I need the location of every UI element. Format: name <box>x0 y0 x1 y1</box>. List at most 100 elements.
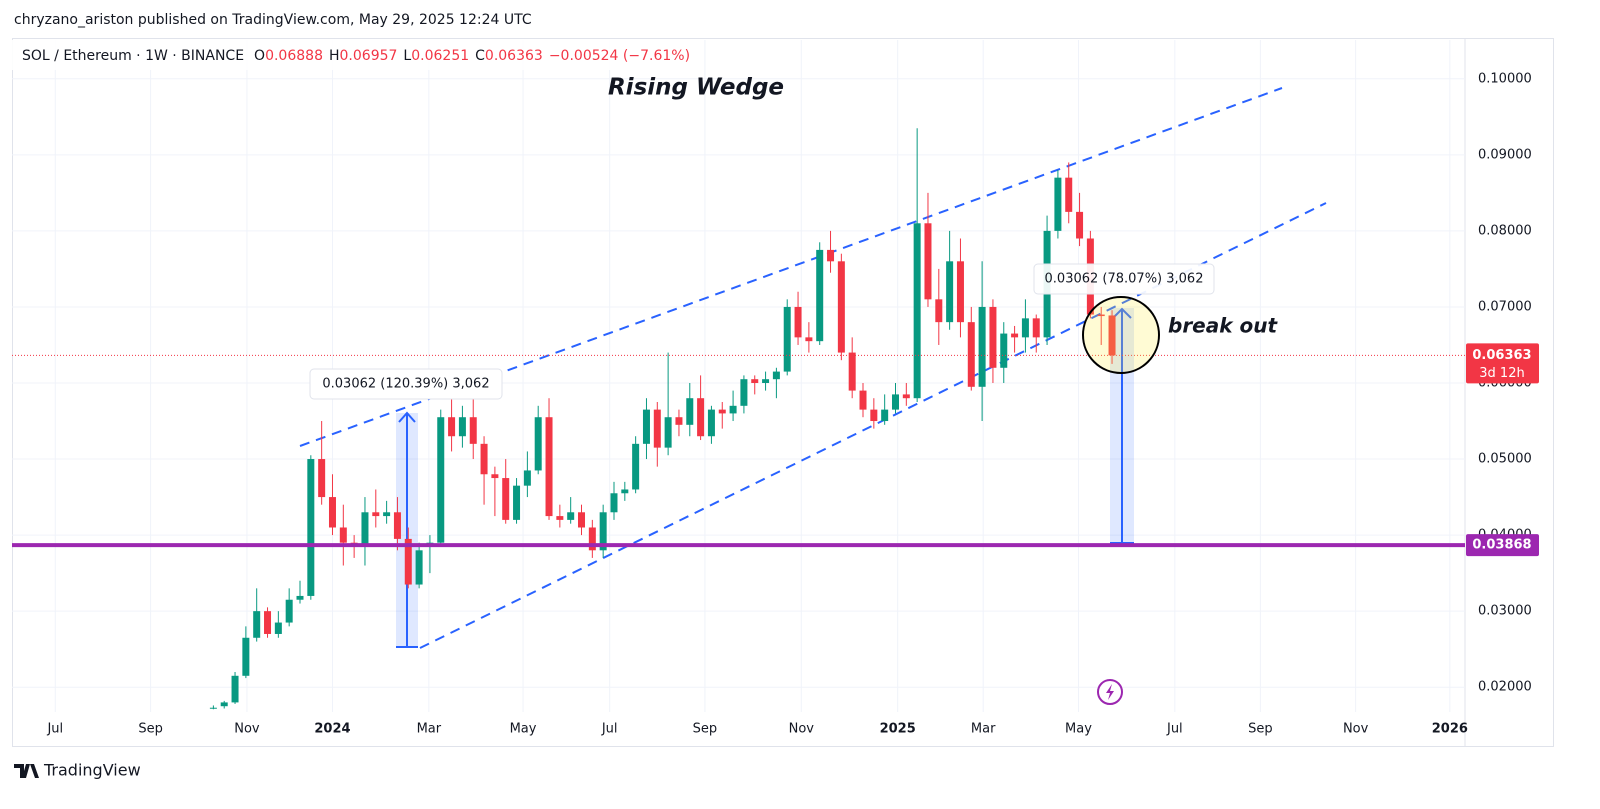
candle-body <box>328 497 336 528</box>
logo-mark <box>14 764 39 778</box>
candle-body <box>545 417 553 517</box>
chart-title: Rising Wedge <box>608 75 784 101</box>
candle-body <box>448 417 456 437</box>
ohlc-value: 0.06888 <box>265 48 323 64</box>
candle-body <box>740 379 748 406</box>
candle-body <box>870 409 878 422</box>
candle-body <box>220 702 228 707</box>
candle-body <box>837 261 845 353</box>
ohlc-value: 0.06363 <box>485 48 543 64</box>
breakout-circle <box>1082 296 1160 374</box>
candle-body <box>502 478 510 520</box>
ohlc-label: C <box>475 48 485 64</box>
x-tick-label: Sep <box>138 722 163 737</box>
candle-body <box>274 622 282 634</box>
candle-body <box>372 512 380 517</box>
x-tick-label: Mar <box>971 722 996 737</box>
candle-body <box>437 417 445 543</box>
measure-label-box <box>309 368 503 400</box>
logo-text: TradingView <box>43 761 141 780</box>
candle-body <box>762 379 770 383</box>
candle-body <box>610 493 618 513</box>
candle-body <box>772 371 780 380</box>
candle-body <box>1000 333 1008 368</box>
candle-body <box>946 261 954 323</box>
candle-body <box>567 512 575 520</box>
price-tag <box>1466 343 1539 384</box>
candle-body <box>242 637 250 676</box>
ohlc-value: 0.06957 <box>340 48 398 64</box>
candle-body <box>469 417 477 444</box>
candle-body <box>989 306 997 368</box>
symbol: SOL / Ethereum · 1W · BINANCE <box>22 48 244 64</box>
candle-body <box>1076 211 1084 239</box>
chart-frame <box>12 38 1554 747</box>
y-tick-label: 0.08000 <box>1478 223 1532 238</box>
y-tick-label: 0.05000 <box>1478 452 1532 467</box>
arrow-head <box>1112 307 1132 319</box>
support-tag <box>1466 534 1539 557</box>
candle-body <box>209 707 217 709</box>
x-tick-label: Nov <box>789 722 815 737</box>
ohlc-value: 0.06251 <box>411 48 469 64</box>
candle-body <box>404 538 412 585</box>
x-tick-label: Sep <box>693 722 718 737</box>
candle-body <box>1097 314 1105 317</box>
y-tick-label: 0.09000 <box>1478 147 1532 162</box>
candle-body <box>383 512 391 517</box>
candle-body <box>664 417 672 448</box>
x-tick-label: Jul <box>601 722 618 737</box>
candle-body <box>881 409 889 422</box>
candle-body <box>1108 315 1116 356</box>
candle-body <box>491 474 499 479</box>
x-tick-label: Mar <box>417 722 442 737</box>
candle-body <box>480 443 488 475</box>
x-tick-label: Jul <box>1166 722 1183 737</box>
candle-body <box>718 409 726 414</box>
candle-body <box>599 512 607 551</box>
candle-body <box>859 390 867 410</box>
candle-body <box>1021 318 1029 338</box>
candle-body <box>697 398 705 437</box>
candle-body <box>296 595 304 600</box>
candle-body <box>686 398 694 425</box>
candle-body <box>891 394 899 410</box>
candle-body <box>513 485 521 520</box>
x-tick-label: Jul <box>46 722 63 737</box>
candle-body <box>339 527 347 543</box>
symbol-legend: SOL / Ethereum · 1W · BINANCE O0.06888 H0.… <box>22 48 690 64</box>
candle-body <box>318 459 326 498</box>
x-tick-label: Sep <box>1248 722 1273 737</box>
candle-body <box>729 405 737 414</box>
candle-body <box>827 249 835 262</box>
candle-body <box>523 470 531 486</box>
ohlc-label: L <box>403 48 411 64</box>
countdown-label: 3d 12h <box>1479 366 1524 381</box>
candle-body <box>642 409 650 444</box>
candle-body <box>924 223 932 300</box>
candle-body <box>805 337 813 342</box>
x-tick-label: 2025 <box>880 722 916 737</box>
candle-body <box>978 306 986 387</box>
candle-body <box>556 516 564 520</box>
candle-body <box>231 675 239 703</box>
candle-body <box>707 409 715 437</box>
candle-body <box>415 550 423 585</box>
y-tick-label: 0.02000 <box>1478 680 1532 695</box>
candle-body <box>621 489 629 494</box>
candle-body <box>1011 333 1019 338</box>
measure-label-box <box>1033 263 1215 295</box>
candle-body <box>653 409 661 448</box>
candle-body <box>534 417 542 471</box>
lightning-icon <box>1097 679 1123 705</box>
candle-body <box>675 417 683 425</box>
candle-body <box>458 417 466 437</box>
candle-body <box>816 249 824 342</box>
x-tick-label: Nov <box>1343 722 1369 737</box>
x-tick-label: Nov <box>234 722 260 737</box>
y-tick-label: 0.03000 <box>1478 604 1532 619</box>
candle-body <box>935 299 943 323</box>
candle-body <box>967 322 975 387</box>
annotation: break out <box>1168 314 1278 338</box>
